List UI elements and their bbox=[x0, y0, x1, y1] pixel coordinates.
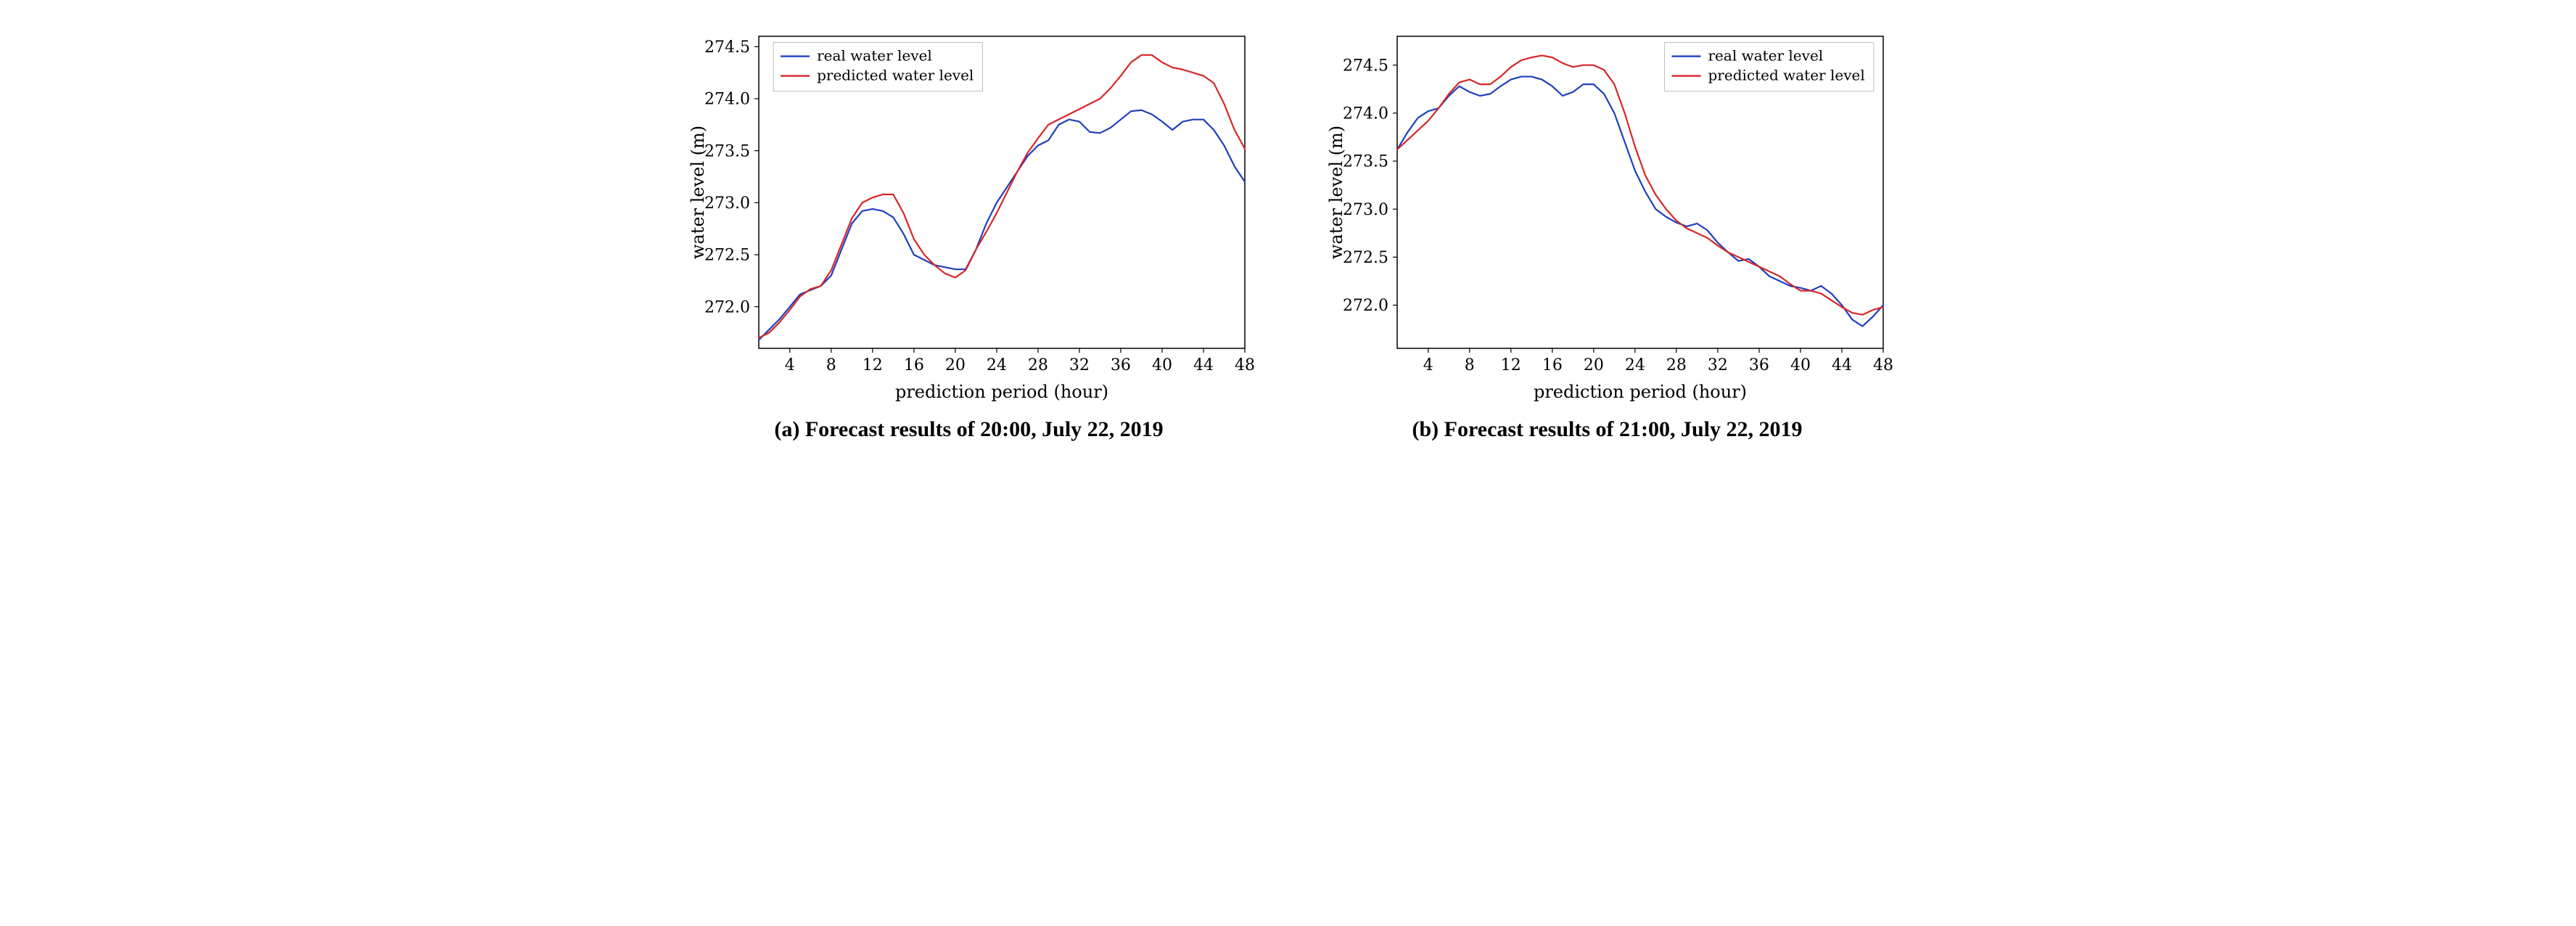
svg-text:12: 12 bbox=[862, 356, 882, 374]
svg-text:real water level: real water level bbox=[817, 47, 932, 65]
chart-b: 4812162024283236404448272.0272.5273.0273… bbox=[1310, 15, 1905, 410]
svg-text:28: 28 bbox=[1666, 356, 1686, 374]
svg-text:16: 16 bbox=[1542, 356, 1562, 374]
caption-b-prefix: (b) bbox=[1412, 417, 1444, 441]
svg-text:274.5: 274.5 bbox=[704, 38, 750, 57]
svg-text:40: 40 bbox=[1790, 356, 1810, 374]
chart-a-svg: 4812162024283236404448272.0272.5273.0273… bbox=[672, 15, 1267, 406]
svg-text:32: 32 bbox=[1707, 356, 1727, 374]
chart-a: 4812162024283236404448272.0272.5273.0273… bbox=[672, 15, 1267, 410]
svg-text:273.5: 273.5 bbox=[1343, 153, 1388, 171]
svg-text:273.0: 273.0 bbox=[1343, 201, 1388, 219]
caption-a: (a) Forecast results of 20:00, July 22, … bbox=[774, 417, 1163, 442]
caption-a-prefix: (a) bbox=[774, 417, 805, 441]
svg-text:36: 36 bbox=[1748, 356, 1769, 374]
svg-text:real water level: real water level bbox=[1708, 47, 1823, 65]
panel-a: 4812162024283236404448272.0272.5273.0273… bbox=[672, 15, 1267, 442]
svg-text:44: 44 bbox=[1193, 356, 1213, 374]
svg-text:40: 40 bbox=[1151, 356, 1172, 374]
svg-text:predicted water level: predicted water level bbox=[1708, 67, 1864, 84]
svg-text:274.5: 274.5 bbox=[1343, 57, 1388, 75]
svg-text:water level (m): water level (m) bbox=[1326, 126, 1346, 259]
svg-text:24: 24 bbox=[986, 356, 1006, 374]
svg-text:4: 4 bbox=[784, 356, 794, 374]
svg-text:predicted water level: predicted water level bbox=[817, 67, 974, 84]
svg-text:20: 20 bbox=[1583, 356, 1603, 374]
svg-text:48: 48 bbox=[1235, 356, 1255, 374]
svg-text:32: 32 bbox=[1069, 356, 1089, 374]
caption-b-text: Forecast results of 21:00, July 22, 2019 bbox=[1444, 417, 1803, 441]
figure-container: 4812162024283236404448272.0272.5273.0273… bbox=[15, 15, 2561, 442]
svg-text:273.0: 273.0 bbox=[704, 194, 750, 213]
svg-text:272.0: 272.0 bbox=[1343, 297, 1388, 315]
svg-text:274.0: 274.0 bbox=[704, 91, 750, 109]
svg-text:24: 24 bbox=[1624, 356, 1645, 374]
svg-text:274.0: 274.0 bbox=[1343, 105, 1388, 123]
svg-text:44: 44 bbox=[1831, 356, 1851, 374]
panel-b: 4812162024283236404448272.0272.5273.0273… bbox=[1310, 15, 1905, 442]
chart-b-svg: 4812162024283236404448272.0272.5273.0273… bbox=[1310, 15, 1905, 406]
caption-a-text: Forecast results of 20:00, July 22, 2019 bbox=[805, 417, 1164, 441]
svg-text:16: 16 bbox=[903, 356, 923, 374]
svg-text:36: 36 bbox=[1110, 356, 1130, 374]
svg-text:272.0: 272.0 bbox=[704, 298, 750, 316]
svg-text:272.5: 272.5 bbox=[1343, 249, 1388, 267]
svg-text:water level (m): water level (m) bbox=[688, 126, 708, 259]
svg-text:8: 8 bbox=[826, 356, 836, 374]
svg-text:272.5: 272.5 bbox=[704, 247, 750, 265]
svg-text:4: 4 bbox=[1423, 356, 1433, 374]
svg-text:prediction period (hour): prediction period (hour) bbox=[1533, 382, 1746, 402]
caption-b: (b) Forecast results of 21:00, July 22, … bbox=[1412, 417, 1802, 442]
svg-text:8: 8 bbox=[1464, 356, 1474, 374]
svg-text:20: 20 bbox=[945, 356, 965, 374]
svg-text:12: 12 bbox=[1500, 356, 1521, 374]
svg-text:48: 48 bbox=[1873, 356, 1893, 374]
svg-text:prediction period (hour): prediction period (hour) bbox=[894, 382, 1108, 402]
svg-text:273.5: 273.5 bbox=[704, 142, 750, 160]
svg-text:28: 28 bbox=[1027, 356, 1048, 374]
